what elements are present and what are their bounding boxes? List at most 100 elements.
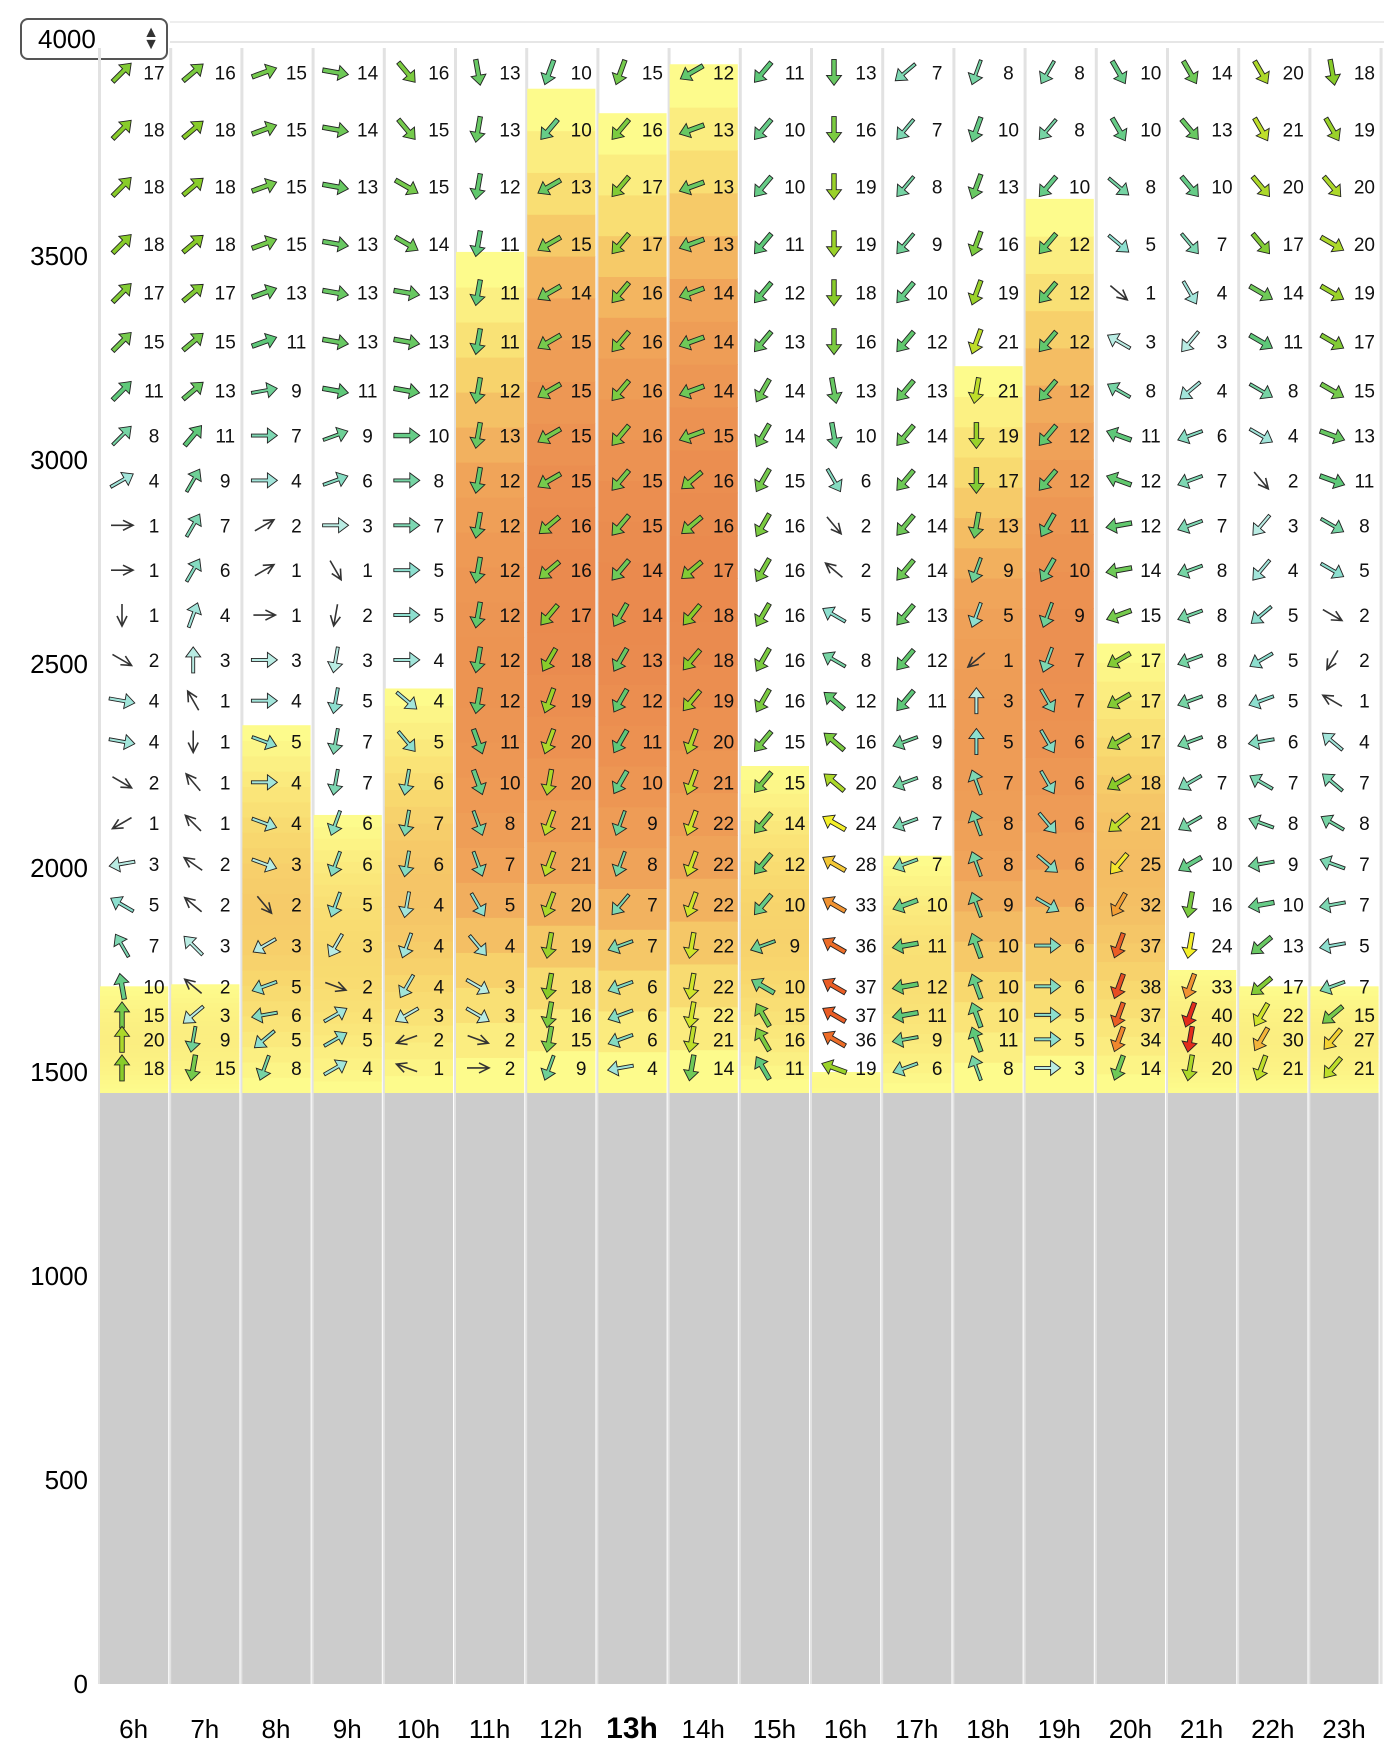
wind-speed-label: 2 — [149, 651, 160, 672]
wind-speed-label: 19 — [571, 692, 592, 713]
wind-arrow — [181, 332, 204, 353]
thermal-band — [1168, 1082, 1237, 1088]
thermal-band — [1239, 1012, 1308, 1018]
wind-arrow — [469, 466, 486, 494]
wind-arrow — [1252, 116, 1270, 142]
wind-arrow — [393, 561, 421, 579]
thermal-band — [1310, 1004, 1379, 1010]
wind-arrow — [753, 60, 774, 83]
thermal-band — [598, 684, 667, 726]
wind-arrow — [1181, 1025, 1198, 1053]
wind-speed-label: 7 — [1217, 471, 1228, 492]
wind-speed-label: 7 — [1359, 855, 1370, 876]
wind-arrow — [394, 1006, 420, 1024]
wind-arrow — [322, 1030, 348, 1048]
wind-speed-label: 11 — [144, 382, 164, 403]
wind-speed-label: 5 — [291, 1030, 302, 1051]
thermal-band — [883, 924, 952, 936]
thermal-band — [740, 888, 809, 903]
wind-speed-label: 8 — [1217, 606, 1228, 627]
thermal-band — [527, 925, 596, 968]
thermal-band — [1168, 1010, 1237, 1017]
terrain-block — [100, 1092, 169, 1684]
wind-speed-label: 6 — [220, 561, 231, 582]
wind-arrow — [183, 896, 203, 913]
wind-speed-label: 4 — [362, 1006, 373, 1027]
thermal-band — [598, 1051, 667, 1093]
wind-speed-label: 5 — [505, 896, 516, 917]
wind-speed-label: 12 — [499, 471, 520, 492]
wind-arrow — [678, 179, 706, 196]
wind-arrow — [251, 816, 278, 832]
wind-arrow — [1252, 1026, 1271, 1052]
wind-arrow — [1252, 1001, 1271, 1027]
wind-speed-label: 5 — [362, 1030, 373, 1051]
thermal-band — [1310, 1026, 1379, 1032]
wind-speed-label: 15 — [784, 471, 805, 492]
wind-arrow — [469, 892, 487, 917]
thermal-band — [1025, 310, 1094, 349]
wind-speed-label: 12 — [713, 63, 734, 84]
wind-speed-label: 17 — [998, 471, 1019, 492]
wind-arrow — [108, 692, 136, 710]
wind-arrow — [1105, 562, 1133, 579]
wind-arrow — [1110, 1054, 1126, 1081]
thermal-band — [1025, 831, 1094, 870]
wind-arrow — [469, 556, 486, 584]
thermal-band — [456, 777, 525, 813]
wind-speed-label: 16 — [784, 692, 805, 713]
column-separator — [525, 48, 529, 1684]
thermal-band — [883, 1023, 952, 1034]
terrain-block — [954, 1092, 1023, 1684]
altitude-select[interactable]: 4000 ▲ ▼ — [20, 18, 168, 60]
wind-speed-label: 13 — [713, 235, 734, 256]
thermal-band — [812, 1082, 881, 1084]
wind-arrow — [396, 729, 416, 753]
thermal-band — [171, 1042, 240, 1048]
wind-arrow — [1109, 285, 1129, 301]
thermal-band — [1239, 1030, 1308, 1036]
wind-speed-label: 19 — [571, 937, 592, 958]
wind-arrow — [754, 557, 772, 583]
wind-arrow — [112, 653, 134, 667]
wind-speed-label: 14 — [571, 284, 593, 305]
wind-speed-label: 6 — [1217, 427, 1228, 448]
wind-speed-label: 12 — [927, 651, 948, 672]
thermal-band — [1168, 1021, 1237, 1027]
wind-speed-label: 18 — [855, 284, 876, 305]
wind-arrow — [324, 981, 348, 993]
thermal-band — [740, 793, 809, 808]
thermal-band — [1239, 1021, 1308, 1027]
thermal-band — [384, 705, 453, 723]
wind-speed-label: 18 — [713, 651, 734, 672]
wind-arrow — [754, 602, 772, 627]
wind-speed-label: 8 — [505, 814, 516, 835]
thermal-band — [598, 602, 667, 645]
wind-arrow — [181, 177, 204, 198]
wind-arrow — [891, 937, 919, 955]
thermal-band — [100, 1004, 169, 1010]
wind-speed-label: 2 — [1359, 606, 1370, 627]
wind-arrow — [822, 896, 847, 914]
wind-speed-label: 11 — [1283, 333, 1303, 354]
wind-speed-label: 17 — [713, 561, 734, 582]
wind-arrow — [110, 176, 132, 199]
wind-speed-label: 22 — [713, 1006, 734, 1027]
wind-arrow — [110, 816, 132, 830]
wind-speed-label: 17 — [143, 63, 164, 84]
wind-arrow — [967, 230, 984, 257]
wind-speed-label: 15 — [428, 178, 449, 199]
wind-arrow — [1106, 333, 1132, 351]
wind-speed-label: 2 — [861, 516, 872, 537]
thermal-band — [669, 706, 738, 751]
thermal-band — [1168, 1087, 1237, 1093]
wind-speed-label: 17 — [1283, 235, 1304, 256]
thermal-band — [598, 235, 667, 277]
wind-speed-label: 7 — [1359, 896, 1370, 917]
wind-speed-label: 11 — [785, 63, 805, 84]
wind-speed-label: 17 — [642, 235, 663, 256]
thermal-band — [171, 1078, 240, 1084]
wind-arrow — [967, 1054, 984, 1082]
wind-speed-label: 21 — [571, 814, 592, 835]
thermal-band — [1310, 1012, 1379, 1018]
